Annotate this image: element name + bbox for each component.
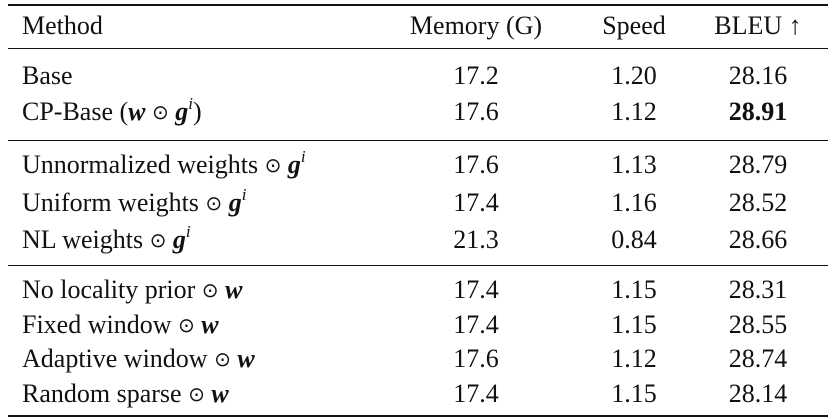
table-row: Fixed window ⊙ w 17.4 1.15 28.55 [8,307,828,343]
method-cell: Uniform weights ⊙ gi [22,185,247,217]
method-cell: Base [22,61,73,90]
bleu-cell: 28.66 [728,225,788,254]
method-cell: NL weights ⊙ gi [22,222,191,254]
header-row: Method Memory (G) Speed BLEU ↑ [8,8,828,44]
bleu-cell: 28.55 [728,310,788,339]
odot-icon: ⊙ [188,382,205,406]
odot-icon: ⊙ [205,191,223,215]
speed-cell: 1.15 [611,379,657,408]
speed-cell: 1.13 [611,150,657,179]
speed-cell: 1.12 [611,97,657,126]
memory-cell: 17.6 [453,344,499,373]
header-memory: Memory (G) [409,11,543,40]
method-cell: Unnormalized weights ⊙ gi [22,147,306,179]
odot-icon: ⊙ [214,347,231,371]
table-row: No locality prior ⊙ w 17.4 1.15 28.31 [8,272,828,308]
bleu-cell: 28.79 [728,150,788,179]
header-speed: Speed [602,11,666,40]
bleu-cell: 28.52 [728,188,788,217]
header-bleu: BLEU ↑ [714,11,802,40]
memory-cell: 17.4 [453,275,499,304]
memory-cell: 17.4 [453,379,499,408]
table-row: Unnormalized weights ⊙ gi 17.6 1.13 28.7… [8,147,828,183]
group-rule [8,140,828,141]
speed-cell: 1.12 [611,344,657,373]
w-symbol: w [128,97,146,126]
table-row: CP-Base (w ⊙ gi) 17.6 1.12 28.91 [8,94,828,130]
header-method: Method [22,11,103,40]
table-row: NL weights ⊙ gi 21.3 0.84 28.66 [8,222,828,258]
bleu-cell-best: 28.91 [728,97,788,126]
method-cell: CP-Base (w ⊙ gi) [22,94,202,126]
speed-cell: 1.15 [611,275,657,304]
bleu-cell: 28.16 [728,61,788,90]
memory-cell: 17.6 [453,97,499,126]
odot-icon: ⊙ [178,313,195,337]
table-row: Adaptive window ⊙ w 17.6 1.12 28.74 [8,341,828,377]
table-row: Random sparse ⊙ w 17.4 1.15 28.14 [8,376,828,412]
header-rule [8,48,828,49]
method-cell: Fixed window ⊙ w [22,310,219,339]
group-rule [8,265,828,266]
speed-cell: 0.84 [611,225,657,254]
speed-cell: 1.15 [611,310,657,339]
memory-cell: 21.3 [453,225,499,254]
table-row: Base 17.2 1.20 28.16 [8,58,828,94]
method-cell: No locality prior ⊙ w [22,275,243,304]
g-symbol: g [175,97,189,126]
memory-cell: 17.6 [453,150,499,179]
method-cell: Adaptive window ⊙ w [22,344,255,373]
table-row: Uniform weights ⊙ gi 17.4 1.16 28.52 [8,185,828,221]
speed-cell: 1.16 [611,188,657,217]
bleu-cell: 28.31 [728,275,788,304]
odot-icon: ⊙ [152,100,169,124]
top-rule [8,4,828,6]
bleu-cell: 28.74 [728,344,788,373]
odot-icon: ⊙ [201,278,219,302]
method-cell: Random sparse ⊙ w [22,379,229,408]
memory-cell: 17.4 [453,188,499,217]
speed-cell: 1.20 [611,61,657,90]
bottom-rule [8,415,828,417]
odot-icon: ⊙ [264,153,282,177]
memory-cell: 17.2 [453,61,499,90]
memory-cell: 17.4 [453,310,499,339]
odot-icon: ⊙ [149,228,167,252]
bleu-cell: 28.14 [728,379,788,408]
